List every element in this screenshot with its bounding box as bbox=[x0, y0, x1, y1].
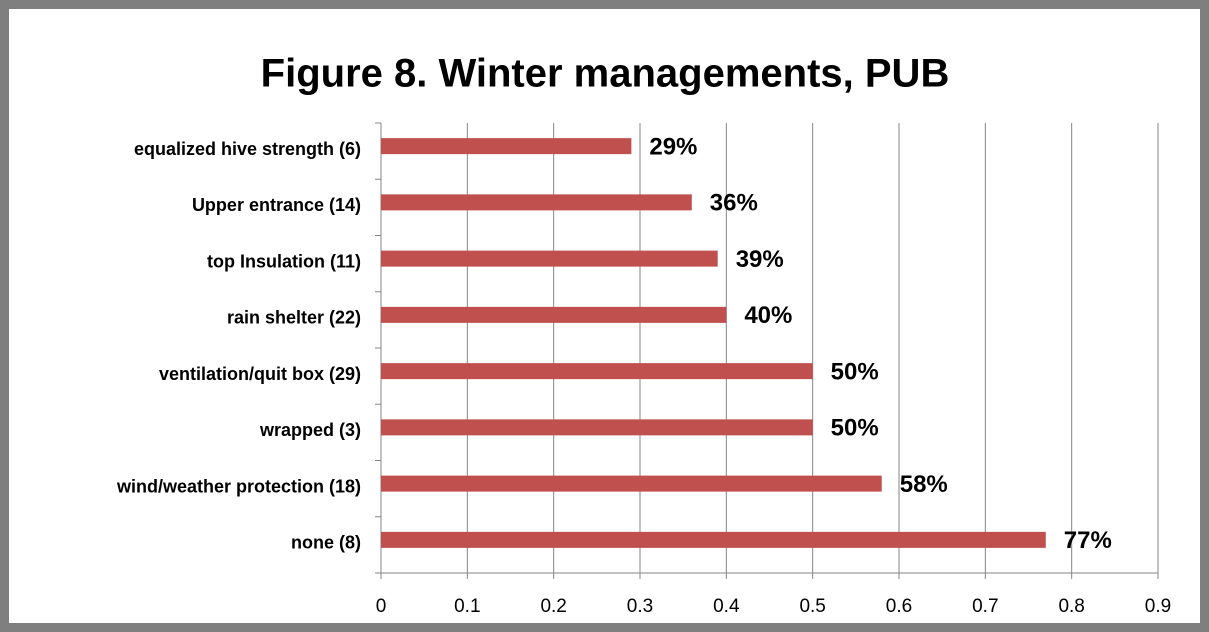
x-tick-label: 0.8 bbox=[1058, 596, 1084, 617]
value-label: 58% bbox=[900, 471, 948, 498]
y-tick-label: wind/weather protection (18) bbox=[116, 476, 361, 496]
bar bbox=[381, 363, 813, 380]
value-label: 50% bbox=[831, 415, 879, 442]
x-tick-label: 0.2 bbox=[540, 596, 566, 617]
x-tick-label: 0.5 bbox=[799, 596, 825, 617]
bar bbox=[381, 419, 813, 436]
y-tick-label: ventilation/quit box (29) bbox=[159, 364, 361, 384]
value-label: 50% bbox=[831, 358, 879, 385]
y-tick-label: rain shelter (22) bbox=[227, 308, 361, 328]
x-tick-label: 0.3 bbox=[627, 596, 653, 617]
x-tick-label: 0.1 bbox=[454, 596, 480, 617]
x-tick-label: 0.7 bbox=[972, 596, 998, 617]
bar bbox=[381, 531, 1046, 548]
value-label: 39% bbox=[736, 246, 784, 273]
bar bbox=[381, 306, 727, 323]
x-tick-label: 0.6 bbox=[886, 596, 912, 617]
x-tick-label: 0.9 bbox=[1145, 596, 1171, 617]
bar bbox=[381, 194, 692, 211]
x-tick-label: 0 bbox=[376, 596, 387, 617]
value-label: 29% bbox=[649, 133, 697, 160]
y-tick-label: none (8) bbox=[291, 533, 361, 553]
bar bbox=[381, 138, 632, 155]
y-tick-label: equalized hive strength (6) bbox=[134, 139, 361, 159]
y-tick-label: top Insulation (11) bbox=[207, 251, 361, 271]
bar bbox=[381, 250, 718, 267]
value-label: 40% bbox=[744, 302, 792, 329]
bar bbox=[381, 475, 882, 492]
value-label: 36% bbox=[710, 190, 758, 217]
value-label: 77% bbox=[1064, 527, 1112, 554]
chart-title: Figure 8. Winter managements, PUB bbox=[261, 52, 950, 96]
y-tick-label: Upper entrance (14) bbox=[192, 195, 361, 215]
x-tick-label: 0.4 bbox=[713, 596, 740, 617]
y-tick-label: wrapped (3) bbox=[259, 420, 361, 440]
